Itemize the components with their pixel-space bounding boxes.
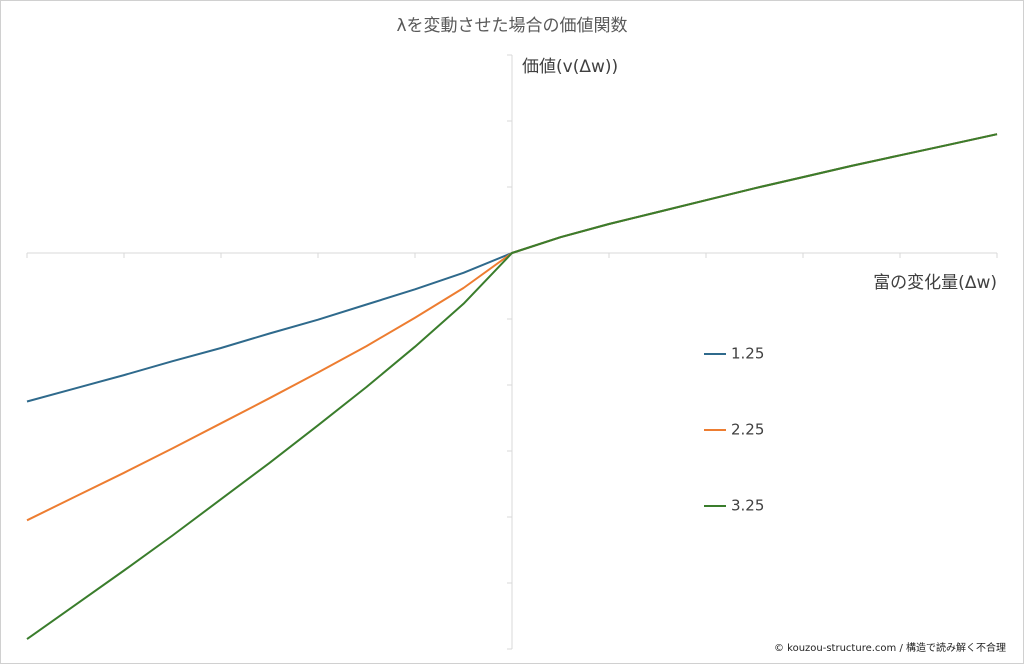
y-axis-title: 価値(v(Δw))	[522, 57, 618, 77]
chart-title: λを変動させた場合の価値関数	[396, 16, 627, 36]
x-axis-title: 富の変化量(Δw)	[873, 273, 997, 293]
legend-label: 2.25	[731, 421, 764, 439]
footer: © kouzou-structure.com / 構造で読み解く不合理	[774, 641, 1006, 654]
line-series	[26, 133, 998, 640]
legend-label: 3.25	[731, 497, 764, 515]
legend-label: 1.25	[731, 345, 764, 363]
